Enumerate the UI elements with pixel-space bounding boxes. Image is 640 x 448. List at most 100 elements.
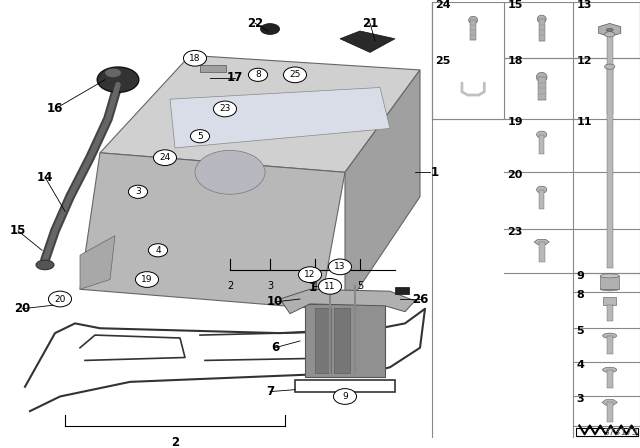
Text: 13: 13 bbox=[334, 263, 346, 271]
Text: 5: 5 bbox=[576, 326, 584, 336]
Text: 19: 19 bbox=[141, 275, 153, 284]
Circle shape bbox=[148, 244, 168, 257]
Circle shape bbox=[49, 291, 72, 307]
Bar bbox=[538, 19, 545, 41]
Bar bbox=[604, 297, 616, 305]
Bar bbox=[432, 2, 504, 119]
Circle shape bbox=[129, 185, 148, 198]
Text: 1: 1 bbox=[431, 166, 439, 179]
Bar bbox=[607, 67, 612, 268]
Bar bbox=[607, 402, 613, 422]
Text: 6: 6 bbox=[271, 341, 279, 354]
Text: 2: 2 bbox=[171, 436, 179, 448]
Text: 10: 10 bbox=[267, 295, 283, 308]
Ellipse shape bbox=[36, 260, 54, 270]
Circle shape bbox=[184, 50, 207, 66]
Text: 9: 9 bbox=[576, 271, 584, 280]
Text: 23: 23 bbox=[507, 227, 523, 237]
Bar bbox=[538, 77, 545, 100]
Text: 15: 15 bbox=[507, 0, 523, 9]
Text: 4: 4 bbox=[312, 281, 318, 291]
Bar bbox=[296, 380, 395, 392]
Bar bbox=[607, 305, 613, 321]
Text: 1: 1 bbox=[308, 281, 317, 294]
Text: 9: 9 bbox=[342, 392, 348, 401]
Circle shape bbox=[333, 388, 356, 405]
Text: 20: 20 bbox=[14, 302, 30, 315]
Polygon shape bbox=[602, 400, 618, 405]
Text: 8: 8 bbox=[576, 290, 584, 300]
Ellipse shape bbox=[97, 67, 139, 92]
Text: 3: 3 bbox=[267, 281, 273, 291]
Polygon shape bbox=[100, 56, 420, 172]
Text: 8: 8 bbox=[255, 70, 261, 79]
Text: 5: 5 bbox=[197, 132, 203, 141]
Text: 25: 25 bbox=[289, 70, 301, 79]
Ellipse shape bbox=[195, 151, 265, 194]
Circle shape bbox=[284, 67, 307, 83]
Ellipse shape bbox=[603, 333, 617, 338]
Text: 15: 15 bbox=[10, 224, 26, 237]
Text: 19: 19 bbox=[507, 116, 523, 126]
Text: 22: 22 bbox=[247, 17, 263, 30]
Bar bbox=[200, 65, 226, 72]
Circle shape bbox=[136, 271, 159, 287]
Circle shape bbox=[191, 129, 210, 143]
Text: 20: 20 bbox=[54, 294, 66, 303]
Text: 2: 2 bbox=[227, 281, 233, 291]
Polygon shape bbox=[340, 31, 395, 52]
Circle shape bbox=[298, 267, 321, 283]
Ellipse shape bbox=[537, 15, 546, 23]
Text: 5: 5 bbox=[357, 281, 363, 291]
Bar bbox=[0, 2, 432, 439]
Text: 21: 21 bbox=[362, 17, 378, 30]
Text: 4: 4 bbox=[576, 360, 584, 370]
Ellipse shape bbox=[536, 72, 547, 82]
Circle shape bbox=[328, 259, 351, 275]
Text: 24: 24 bbox=[159, 153, 171, 162]
Text: 26: 26 bbox=[412, 293, 428, 306]
Bar bbox=[607, 336, 613, 354]
Text: 3: 3 bbox=[576, 394, 584, 404]
Ellipse shape bbox=[606, 28, 613, 32]
Circle shape bbox=[248, 68, 268, 82]
Polygon shape bbox=[280, 289, 415, 314]
Ellipse shape bbox=[600, 287, 620, 291]
Polygon shape bbox=[170, 87, 390, 148]
Bar bbox=[607, 370, 613, 388]
Polygon shape bbox=[345, 70, 420, 309]
Bar bbox=[600, 276, 620, 289]
Polygon shape bbox=[80, 153, 345, 309]
Ellipse shape bbox=[536, 186, 547, 193]
Text: 4: 4 bbox=[155, 246, 161, 255]
Ellipse shape bbox=[536, 131, 547, 138]
Ellipse shape bbox=[260, 24, 280, 34]
Bar bbox=[395, 287, 409, 294]
Text: 12: 12 bbox=[304, 270, 316, 279]
Bar bbox=[538, 242, 545, 262]
Bar bbox=[315, 308, 331, 373]
Polygon shape bbox=[80, 236, 115, 289]
Bar bbox=[299, 296, 392, 304]
Ellipse shape bbox=[600, 274, 620, 278]
Circle shape bbox=[319, 279, 342, 294]
Text: 11: 11 bbox=[576, 116, 592, 126]
Bar bbox=[305, 304, 385, 377]
Ellipse shape bbox=[605, 32, 615, 37]
Bar bbox=[539, 190, 544, 209]
Bar bbox=[576, 428, 638, 436]
Text: 24: 24 bbox=[435, 0, 451, 9]
Text: 25: 25 bbox=[435, 56, 451, 66]
Ellipse shape bbox=[468, 16, 477, 24]
Text: 7: 7 bbox=[266, 385, 274, 398]
Text: 20: 20 bbox=[507, 170, 523, 180]
Polygon shape bbox=[598, 23, 621, 37]
Bar bbox=[470, 20, 476, 40]
Circle shape bbox=[154, 150, 177, 166]
Text: 3: 3 bbox=[135, 187, 141, 196]
Text: 18: 18 bbox=[189, 54, 201, 63]
Ellipse shape bbox=[603, 367, 617, 372]
Text: 18: 18 bbox=[507, 56, 523, 66]
Bar bbox=[539, 134, 544, 154]
Bar bbox=[334, 308, 350, 373]
